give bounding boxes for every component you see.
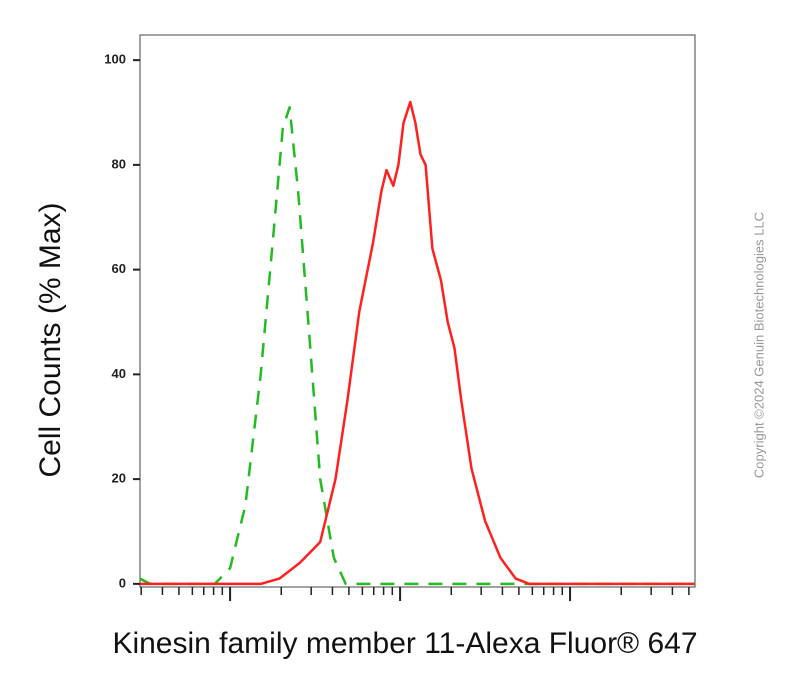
y-tick-label: 40 <box>112 366 126 381</box>
y-tick-label: 0 <box>119 575 126 590</box>
y-tick-label: 20 <box>112 471 126 486</box>
y-axis-label: Cell Counts (% Max) <box>34 202 67 477</box>
y-tick-label: 100 <box>104 52 126 67</box>
plot-frame <box>139 34 696 588</box>
y-tick-label: 60 <box>112 261 126 276</box>
y-tick-label: 80 <box>112 156 126 171</box>
x-axis-label: Kinesin family member 11-Alexa Fluor® 64… <box>112 627 697 660</box>
copyright: Copyright ©2024 Genuin Biotechnologies L… <box>751 212 766 478</box>
histogram-line <box>140 100 695 586</box>
histogram-line <box>139 106 695 586</box>
